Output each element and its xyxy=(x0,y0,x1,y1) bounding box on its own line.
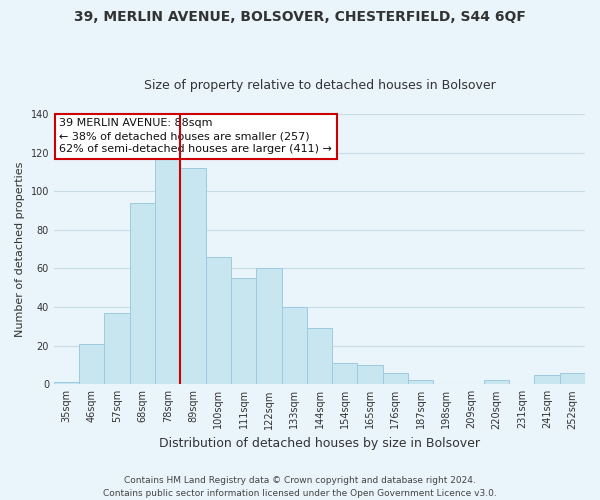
X-axis label: Distribution of detached houses by size in Bolsover: Distribution of detached houses by size … xyxy=(159,437,480,450)
Bar xyxy=(104,313,130,384)
Bar xyxy=(383,372,408,384)
Bar xyxy=(307,328,332,384)
Text: 39, MERLIN AVENUE, BOLSOVER, CHESTERFIELD, S44 6QF: 39, MERLIN AVENUE, BOLSOVER, CHESTERFIEL… xyxy=(74,10,526,24)
Bar xyxy=(560,372,585,384)
Bar xyxy=(181,168,206,384)
Title: Size of property relative to detached houses in Bolsover: Size of property relative to detached ho… xyxy=(143,79,496,92)
Bar xyxy=(281,307,307,384)
Bar xyxy=(79,344,104,385)
Bar xyxy=(535,374,560,384)
Bar xyxy=(358,365,383,384)
Bar xyxy=(130,203,155,384)
Bar xyxy=(408,380,433,384)
Bar xyxy=(155,156,181,384)
Bar xyxy=(206,257,231,384)
Bar xyxy=(231,278,256,384)
Text: Contains HM Land Registry data © Crown copyright and database right 2024.
Contai: Contains HM Land Registry data © Crown c… xyxy=(103,476,497,498)
Bar xyxy=(54,382,79,384)
Text: 39 MERLIN AVENUE: 88sqm
← 38% of detached houses are smaller (257)
62% of semi-d: 39 MERLIN AVENUE: 88sqm ← 38% of detache… xyxy=(59,118,332,154)
Bar xyxy=(484,380,509,384)
Y-axis label: Number of detached properties: Number of detached properties xyxy=(15,162,25,337)
Bar xyxy=(332,363,358,384)
Bar xyxy=(256,268,281,384)
